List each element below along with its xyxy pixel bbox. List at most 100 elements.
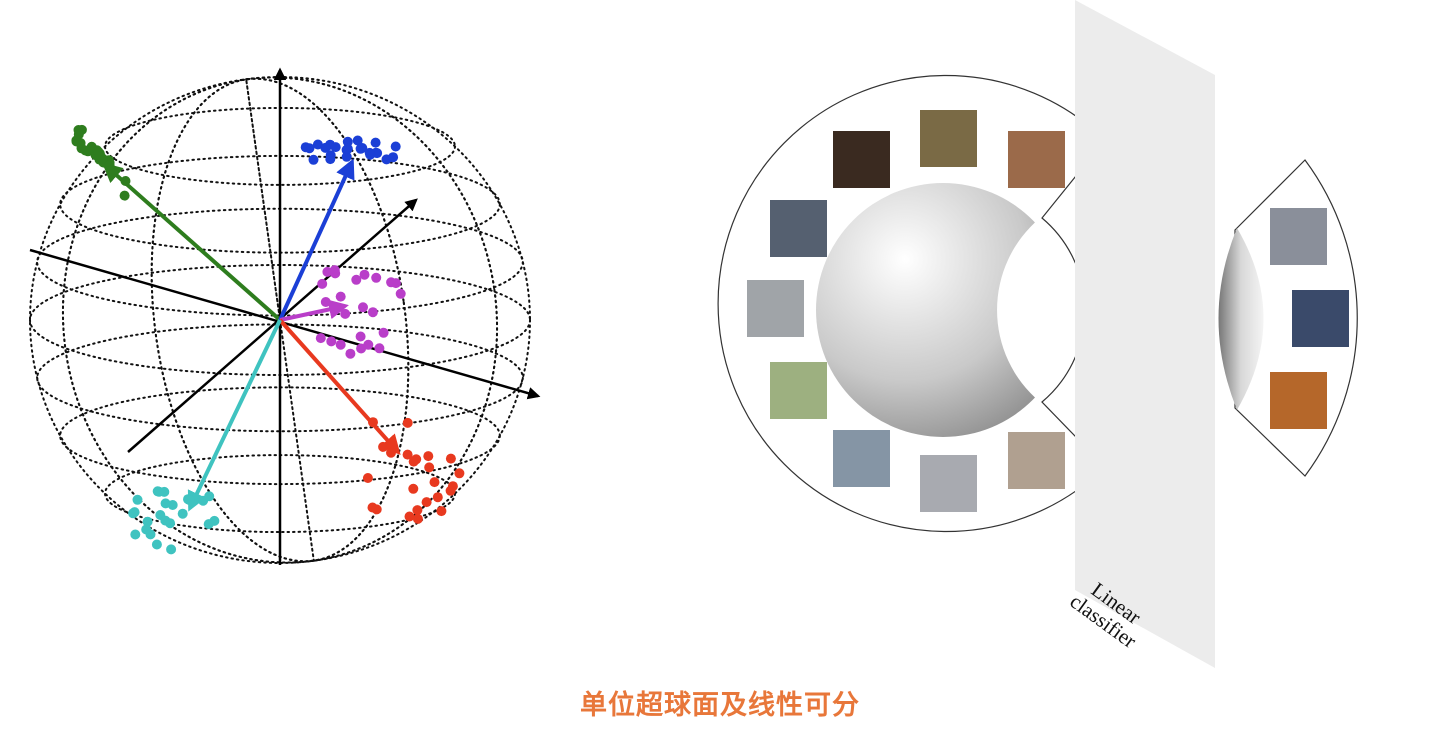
red-cluster-point [371,504,382,515]
dog-photo [1008,131,1065,188]
linear-classifier-plane [1075,0,1215,668]
cat-photo [1270,208,1327,265]
red-cluster-point [408,483,419,494]
cat-photo [1270,372,1327,429]
blue-cluster-point [342,136,353,147]
magenta-cluster-point [326,336,337,347]
green-cluster-point [119,190,130,201]
blue-cluster-point [390,141,401,152]
green-cluster-point [93,146,104,157]
red-cluster-point [412,505,423,516]
cat-space-panel [1218,159,1358,477]
red-cluster-point [362,473,373,483]
red-cluster-point [436,506,447,517]
magenta-cluster-point [345,348,356,359]
cyan-cluster-point [160,498,171,509]
blue-cluster-point [341,151,352,162]
magenta-cluster-point [315,333,326,344]
cyan-cluster-point [184,495,195,506]
red-cluster-point [404,511,415,522]
magenta-cluster-point [395,288,406,299]
blue-cluster-point [330,142,341,153]
blue-cluster-point [308,154,319,165]
inner-sphere [816,183,1040,437]
blue-cluster-point [352,135,363,146]
red-cluster-point [378,441,389,452]
dog-photo [833,131,890,188]
cyan-cluster-point [128,508,139,519]
cyan-cluster-point [165,518,176,529]
magenta-cluster-point [317,278,328,289]
red-cluster-point [412,513,423,524]
blue-cluster-point [370,137,381,148]
caption: 单位超球面及线性可分 [580,690,860,721]
magenta-cluster-point [371,272,382,283]
red-cluster-point [402,449,413,460]
magenta-cluster-point [351,274,362,285]
magenta-cluster-point [335,291,346,302]
red-cluster-point [423,451,434,462]
magenta-cluster-point [340,308,351,319]
red-vector-arrow [278,318,401,455]
red-cluster-point [454,468,465,479]
cyan-cluster-point [142,516,153,527]
blue-vector-arrow [278,158,355,321]
cyan-cluster-point [204,491,215,502]
cyan-cluster-point [145,529,156,540]
magenta-cluster-point [367,307,378,318]
magenta-cluster-point [386,277,397,288]
magenta-cluster-point [374,343,385,354]
red-cluster-point [368,417,378,428]
red-cluster-point [429,477,440,488]
blue-cluster-point [320,142,331,153]
green-cluster-point [80,145,91,156]
car-photo [747,280,804,337]
magenta-cluster-point [363,339,374,350]
magenta-cluster-point [359,269,370,280]
red-cluster-point [386,447,396,458]
blue-cluster-point [312,139,323,150]
green-cluster-point [104,160,115,171]
cyan-cluster-point [203,519,214,530]
red-cluster-point [445,485,456,496]
magenta-cluster-point [320,297,331,307]
unit-sphere-plot [29,67,541,565]
blue-cluster-point [342,143,353,154]
feature-space-panel [717,74,1106,533]
cyan-cluster-point [130,529,141,540]
thumbnail-group-cats [1270,208,1349,429]
red-cluster-point [421,497,432,508]
blue-cluster-point [300,142,311,153]
cat-sphere-cap [1218,228,1264,410]
car-photo [770,200,827,257]
magenta-cluster-point [355,331,366,342]
longitude-line [150,77,410,563]
cyan-cluster-point [151,539,162,550]
cyan-cluster-point [132,494,143,505]
red-cluster-point [445,453,456,464]
cat-photo [1292,290,1349,347]
cyan-vector-arrow [187,319,282,512]
car-photo [770,362,827,419]
dog-photo [920,110,977,167]
green-vector-arrow [102,162,282,322]
green-cluster-point [120,176,131,186]
axis-depth [127,198,418,453]
airplane-photo [1008,432,1065,489]
longitude-line [61,76,499,564]
airplane-photo [920,455,977,512]
blue-cluster-point [365,149,376,160]
magenta-cluster-point [335,339,346,350]
red-cluster-point [432,492,443,503]
red-cluster-point [402,417,413,428]
magenta-cluster-point [378,327,389,338]
thumbnail-group-dogs-cars-planes [747,110,1065,512]
magenta-cluster-point [358,302,368,313]
red-cluster-point [424,462,435,473]
green-cluster-point [71,136,82,147]
cyan-cluster-point [159,486,170,497]
cyan-cluster-point [166,544,177,555]
airplane-photo [833,430,890,487]
cyan-cluster-point [177,508,188,519]
